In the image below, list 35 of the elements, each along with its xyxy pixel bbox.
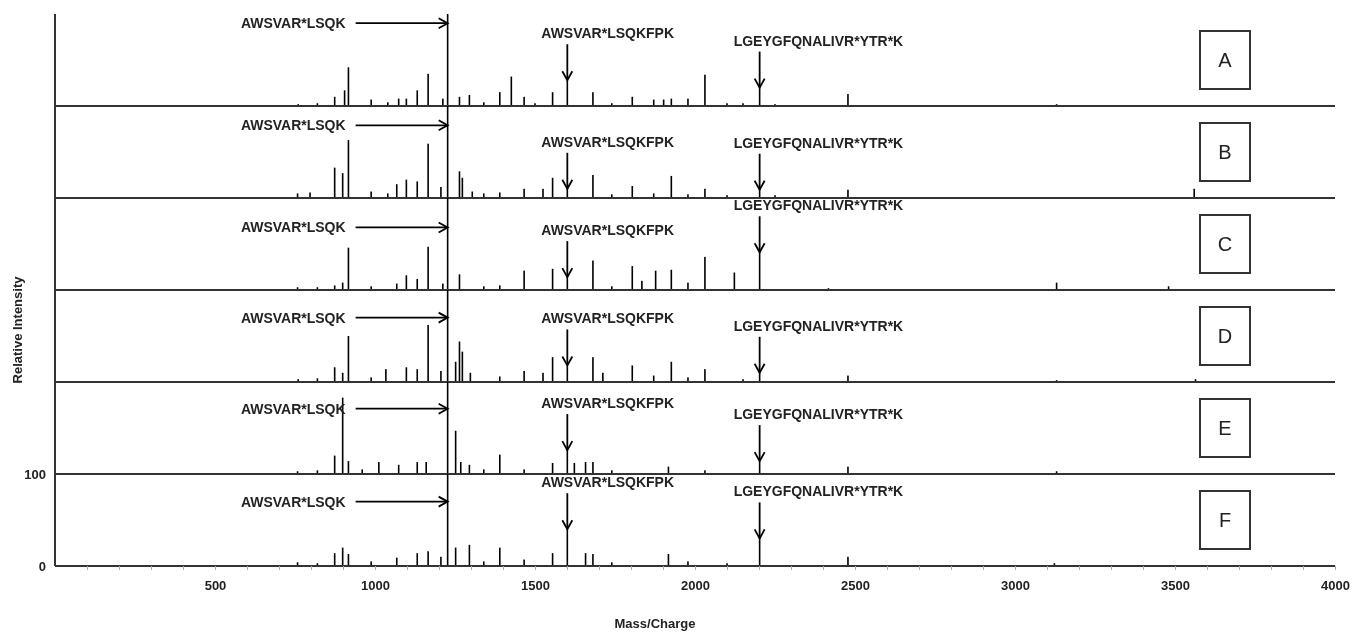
x-tick-label: 2500 — [841, 577, 870, 593]
annotation: LGEYGFQNALIVR*YTR*K — [733, 406, 904, 423]
text: A — [1218, 49, 1233, 71]
text: D — [1217, 325, 1233, 347]
text: E — [1218, 417, 1232, 439]
x-tick-label: 500 — [204, 577, 227, 593]
text: C — [1217, 233, 1233, 255]
annotation: AWSVAR*LSQKFPK — [541, 474, 675, 491]
annotation: AWSVAR*LSQKFPK — [541, 25, 675, 42]
annotation: AWSVAR*LSQK — [240, 15, 346, 32]
annotation: AWSVAR*LSQKFPK — [541, 310, 675, 327]
annotation: LGEYGFQNALIVR*YTR*K — [733, 317, 904, 334]
annotation: LGEYGFQNALIVR*YTR*K — [733, 134, 904, 151]
annotation: LGEYGFQNALIVR*YTR*K — [733, 197, 904, 214]
x-tick-label: 1500 — [521, 577, 550, 593]
annotation: AWSVAR*LSQK — [240, 493, 346, 510]
y-tick-label: 100 — [24, 466, 46, 482]
y-axis-title: Relative Intensity — [10, 275, 25, 384]
x-axis-title: Mass/Charge — [614, 616, 696, 631]
x-tick-label: 2000 — [681, 577, 710, 593]
annotation: LGEYGFQNALIVR*YTR*K — [733, 32, 904, 49]
annotation: AWSVAR*LSQK — [240, 117, 346, 134]
x-tick-label: 3500 — [1161, 577, 1190, 593]
x-tick-label: 3000 — [1001, 577, 1030, 593]
x-tick-label: 4000 — [1321, 577, 1350, 593]
annotation: LGEYGFQNALIVR*YTR*K — [733, 483, 904, 500]
text: F — [1218, 509, 1232, 531]
x-tick-label: 1000 — [361, 577, 390, 593]
annotation: AWSVAR*LSQK — [240, 309, 346, 326]
annotation: AWSVAR*LSQK — [240, 219, 346, 236]
annotation: AWSVAR*LSQKFPK — [541, 222, 675, 239]
annotation: AWSVAR*LSQKFPK — [541, 395, 675, 412]
y-tick-label: 0 — [38, 558, 46, 574]
annotation: AWSVAR*LSQKFPK — [541, 133, 675, 150]
text: B — [1218, 141, 1232, 163]
